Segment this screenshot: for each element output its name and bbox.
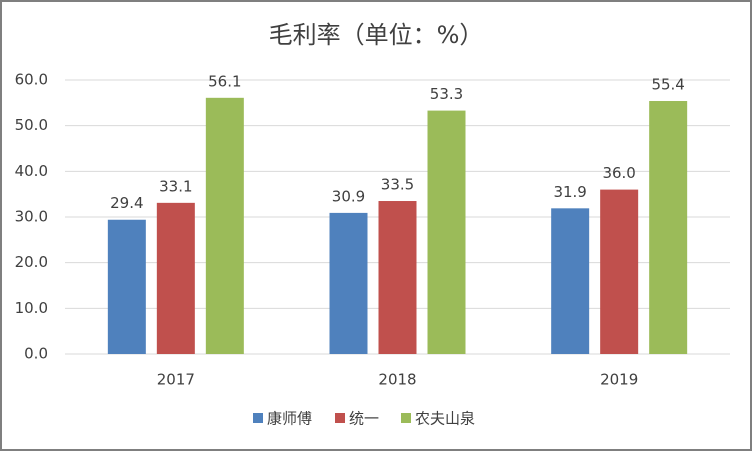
x-tick-label: 2017	[157, 371, 195, 389]
y-tick-label: 40.0	[15, 162, 48, 180]
value-label: 30.9	[332, 187, 365, 205]
legend-label: 康师傅	[267, 410, 312, 428]
y-tick-label: 20.0	[15, 253, 48, 271]
y-tick-label: 50.0	[15, 116, 48, 134]
value-label: 33.1	[159, 177, 192, 195]
value-label: 53.3	[430, 85, 463, 103]
bar	[329, 212, 368, 354]
legend-label: 统一	[349, 410, 379, 428]
bar	[107, 219, 146, 354]
x-tick-label: 2019	[600, 371, 638, 389]
y-tick-label: 60.0	[15, 71, 48, 89]
legend-swatch	[401, 413, 411, 423]
value-label: 56.1	[208, 72, 241, 90]
bar	[649, 101, 688, 354]
y-tick-label: 0.0	[24, 345, 48, 363]
legend-label: 农夫山泉	[415, 410, 475, 428]
chart-title: 毛利率（单位：%）	[269, 21, 484, 49]
legend-swatch	[335, 413, 345, 423]
bar	[551, 208, 590, 354]
bar	[378, 201, 417, 354]
value-label: 29.4	[110, 194, 143, 212]
bar	[156, 202, 195, 354]
bar	[600, 189, 639, 354]
value-label: 31.9	[553, 183, 586, 201]
value-label: 36.0	[602, 164, 635, 182]
bar	[205, 97, 244, 354]
bar	[427, 110, 466, 354]
y-tick-label: 30.0	[15, 208, 48, 226]
legend-swatch	[253, 413, 263, 423]
value-label: 33.5	[381, 176, 414, 194]
x-tick-label: 2018	[378, 371, 416, 389]
y-tick-label: 10.0	[15, 299, 48, 317]
value-label: 55.4	[651, 76, 684, 94]
